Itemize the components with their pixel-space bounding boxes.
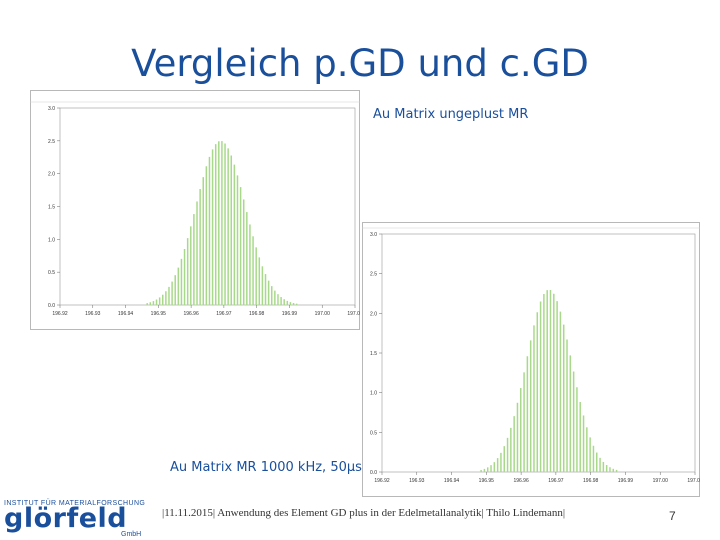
footer-text: |11.11.2015| Anwendung des Element GD pl… [162,507,566,519]
x-tick-label: 196.97 [216,311,232,317]
caption-bottom: Au Matrix MR 1000 kHz, 50µs [170,460,362,475]
x-tick-label: 196.93 [85,311,101,317]
x-tick-label: 197.00 [653,478,669,484]
x-tick-label: 197.01 [347,311,360,317]
x-tick-label: 196.99 [282,311,298,317]
logo-line1: INSTITUT FÜR MATERIALFORSCHUNG [4,500,146,507]
x-tick-label: 196.97 [548,478,564,484]
y-tick-label: 0.5 [48,270,55,276]
x-tick-label: 196.99 [618,478,634,484]
caption-top: Au Matrix ungeplust MR [373,107,529,122]
chart-frame [30,90,360,330]
y-tick-label: 1.5 [48,205,55,211]
y-tick-label: 2.5 [48,139,55,145]
page-number: 7 [669,509,676,523]
y-tick-label: 0.0 [370,470,377,476]
y-tick-label: 1.0 [370,391,377,397]
company-logo: INSTITUT FÜR MATERIALFORSCHUNG glörfeld … [4,500,145,538]
logo-line2: GmbH [121,531,142,538]
y-tick-label: 1.5 [370,351,377,357]
x-tick-label: 196.94 [118,311,134,317]
x-tick-label: 196.96 [183,311,199,317]
y-tick-label: 0.5 [370,430,377,436]
x-tick-label: 196.92 [374,478,390,484]
y-tick-label: 3.0 [370,232,377,238]
chart-top-left: 0.0 0.5 1.0 1.5 2.0 2.5 3.0 196.92 196.93 196.94 1… [30,90,360,330]
x-tick-label: 196.95 [479,478,495,484]
y-tick-label: 3.0 [48,106,55,112]
chart-bottom-right-svg: 0.0 0.5 1.0 1.5 2.0 2.5 3.0 196.92 196.93 196.94 1… [362,222,700,497]
logo-word: glörfeld [4,503,128,534]
chart-bottom-right: 0.0 0.5 1.0 1.5 2.0 2.5 3.0 196.92 196.93 196.94 1… [362,222,700,497]
y-tick-label: 0.0 [48,303,55,309]
slide-title: Vergleich p.GD und c.GD [131,42,589,85]
x-tick-label: 197.01 [687,478,700,484]
x-tick-label: 196.92 [52,311,68,317]
chart-top-left-svg: 0.0 0.5 1.0 1.5 2.0 2.5 3.0 196.92 196.93 196.94 1… [30,90,360,330]
y-tick-label: 2.0 [48,172,55,178]
x-tick-label: 196.95 [151,311,167,317]
y-tick-label: 1.0 [48,237,55,243]
x-tick-label: 196.93 [409,478,425,484]
y-tick-label: 2.5 [370,272,377,278]
x-tick-label: 196.98 [583,478,599,484]
x-tick-label: 197.00 [315,311,331,317]
x-tick-label: 196.98 [249,311,265,317]
y-tick-label: 2.0 [370,311,377,317]
x-tick-label: 196.94 [444,478,460,484]
x-tick-label: 196.96 [513,478,529,484]
